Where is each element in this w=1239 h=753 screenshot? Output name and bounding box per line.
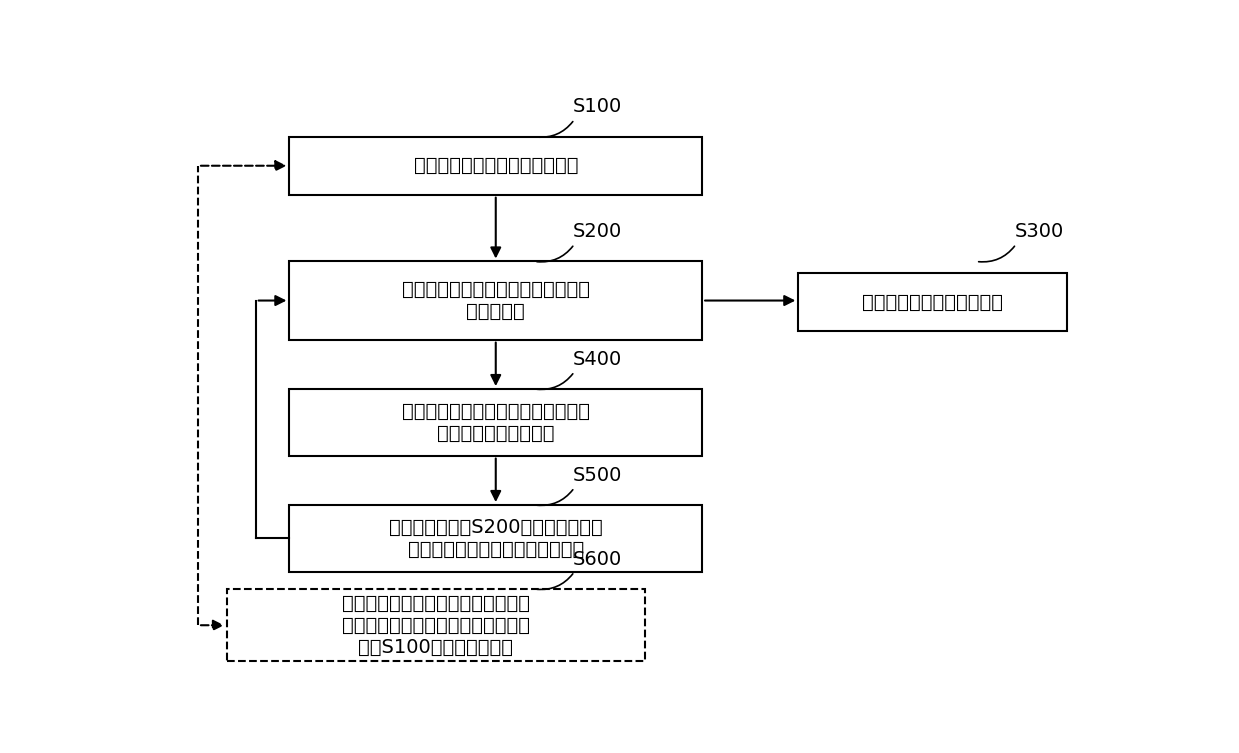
Bar — [290, 505, 703, 572]
Text: S600: S600 — [572, 550, 622, 569]
Text: S400: S400 — [572, 349, 622, 369]
Text: S200: S200 — [572, 222, 622, 241]
Text: 将油气混合物进行冷却处理: 将油气混合物进行冷却处理 — [862, 292, 1004, 312]
Text: S500: S500 — [572, 465, 622, 485]
Text: 将供热烟气返回S200中的移动床热解
反应器的辐射加热管作为热源使用: 将供热烟气返回S200中的移动床热解 反应器的辐射加热管作为热源使用 — [389, 518, 602, 559]
Text: 将生物质与催化剂进行混合处理: 将生物质与催化剂进行混合处理 — [414, 156, 579, 175]
Text: 将混合物料在移动床热解反应器内进
行热解处理: 将混合物料在移动床热解反应器内进 行热解处理 — [401, 280, 590, 321]
Text: 将含有热灰和再生催化剂的固体产物
进行分离处理，并将再生催化剂返回
步骤S100与混合物料混合: 将含有热灰和再生催化剂的固体产物 进行分离处理，并将再生催化剂返回 步骤S100… — [342, 593, 530, 657]
Bar — [798, 273, 1067, 331]
Bar — [290, 389, 703, 456]
Text: S100: S100 — [572, 97, 622, 117]
Bar — [290, 261, 703, 340]
Text: 将含有生物炭和失活催化剂的固体热
解产物与空气进行燃烧: 将含有生物炭和失活催化剂的固体热 解产物与空气进行燃烧 — [401, 402, 590, 443]
Bar — [290, 137, 703, 195]
Bar — [227, 589, 644, 661]
Text: S300: S300 — [1015, 222, 1063, 241]
